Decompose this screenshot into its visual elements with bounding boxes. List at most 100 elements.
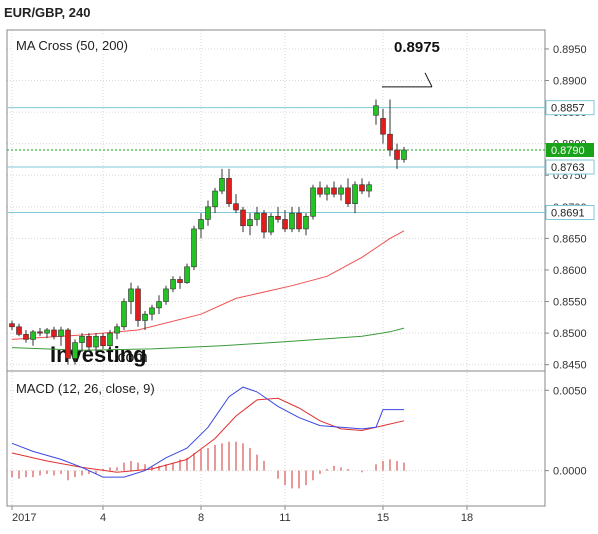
candle[interactable]: [324, 184, 330, 201]
candle-body: [240, 209, 246, 227]
candle[interactable]: [142, 311, 148, 330]
y-tick-label: 0.8650: [553, 233, 587, 245]
candle-body: [226, 178, 232, 204]
candle-body: [177, 279, 183, 283]
candle[interactable]: [191, 225, 197, 270]
candle[interactable]: [44, 328, 50, 339]
candle[interactable]: [275, 206, 281, 223]
level-tag: [545, 100, 595, 116]
candle[interactable]: [387, 99, 393, 157]
candle[interactable]: [163, 285, 169, 305]
candle[interactable]: [86, 333, 92, 353]
candle[interactable]: [310, 184, 316, 220]
candle-body: [184, 266, 190, 283]
candle-body: [9, 323, 15, 328]
candle-body: [16, 326, 22, 335]
candle[interactable]: [212, 187, 218, 214]
candle[interactable]: [16, 323, 22, 337]
candle[interactable]: [359, 178, 365, 195]
candle[interactable]: [37, 328, 43, 337]
candle[interactable]: [303, 213, 309, 236]
candle-body: [107, 332, 113, 347]
x-tick-label: 4: [100, 512, 106, 524]
candle[interactable]: [233, 194, 239, 214]
candle[interactable]: [170, 276, 176, 293]
candle-body: [324, 187, 330, 195]
candle-body: [30, 331, 36, 340]
grid: [7, 30, 545, 506]
candle[interactable]: [9, 320, 15, 330]
candle-body: [205, 206, 211, 220]
candle[interactable]: [51, 326, 57, 340]
candle[interactable]: [149, 304, 155, 321]
candle-body: [156, 301, 162, 309]
candle-body: [219, 178, 225, 192]
candle[interactable]: [79, 333, 85, 353]
y-tick-label: 0.8950: [553, 44, 587, 56]
candle[interactable]: [289, 206, 295, 233]
annotation-label: 0.8975: [394, 39, 440, 56]
candle-body: [359, 184, 365, 192]
candle[interactable]: [401, 146, 407, 163]
candle[interactable]: [65, 328, 71, 365]
candle[interactable]: [296, 206, 302, 233]
instrument-title: EUR/GBP, 240: [4, 5, 90, 20]
candle[interactable]: [121, 298, 127, 330]
candle[interactable]: [198, 213, 204, 239]
candle[interactable]: [338, 184, 344, 201]
candle-body: [261, 212, 267, 233]
candle-body: [289, 212, 295, 230]
candle-body: [345, 187, 351, 204]
y-tick-label: 0.8600: [553, 265, 587, 277]
candle[interactable]: [156, 295, 162, 315]
candle[interactable]: [268, 213, 274, 236]
macd-layer: [11, 386, 405, 489]
candle-body: [317, 187, 323, 195]
candle[interactable]: [72, 339, 78, 365]
candle[interactable]: [184, 263, 190, 284]
macd-line: [11, 386, 404, 478]
candle[interactable]: [247, 213, 253, 236]
candle[interactable]: [205, 200, 211, 226]
candle-body: [23, 334, 29, 340]
candle[interactable]: [58, 326, 64, 346]
candle[interactable]: [240, 206, 246, 233]
price-layer: 0.8975: [7, 39, 545, 365]
candle-body: [247, 219, 253, 227]
candle[interactable]: [345, 178, 351, 207]
candle[interactable]: [261, 209, 267, 239]
candle[interactable]: [128, 282, 134, 315]
indicator-title: MA Cross (50, 200): [16, 38, 128, 53]
candle[interactable]: [352, 181, 358, 214]
candle[interactable]: [373, 99, 379, 125]
candle[interactable]: [254, 206, 260, 226]
candle[interactable]: [114, 323, 120, 340]
candle-body: [303, 215, 309, 230]
candle[interactable]: [135, 285, 141, 327]
candle[interactable]: [107, 329, 113, 349]
candle[interactable]: [93, 333, 99, 353]
candle-body: [233, 203, 239, 211]
candle[interactable]: [219, 168, 225, 195]
y-tick-label: 0.8900: [553, 76, 587, 88]
candle-body: [37, 331, 43, 334]
x-tick-label: 8: [198, 512, 204, 524]
indicator-title-bg: [12, 36, 150, 54]
investing-watermark: Investing .com: [50, 342, 148, 367]
candle[interactable]: [226, 168, 232, 207]
candle[interactable]: [100, 333, 106, 349]
candle-body: [198, 219, 204, 230]
candle[interactable]: [23, 329, 29, 343]
candle[interactable]: [317, 181, 323, 198]
candle[interactable]: [380, 108, 386, 144]
candle[interactable]: [366, 181, 372, 198]
candle-body: [366, 184, 372, 192]
candle[interactable]: [331, 181, 337, 198]
candle[interactable]: [177, 276, 183, 289]
candle[interactable]: [30, 329, 36, 346]
candle-body: [163, 288, 169, 302]
candle[interactable]: [394, 143, 400, 169]
candle[interactable]: [282, 209, 288, 233]
